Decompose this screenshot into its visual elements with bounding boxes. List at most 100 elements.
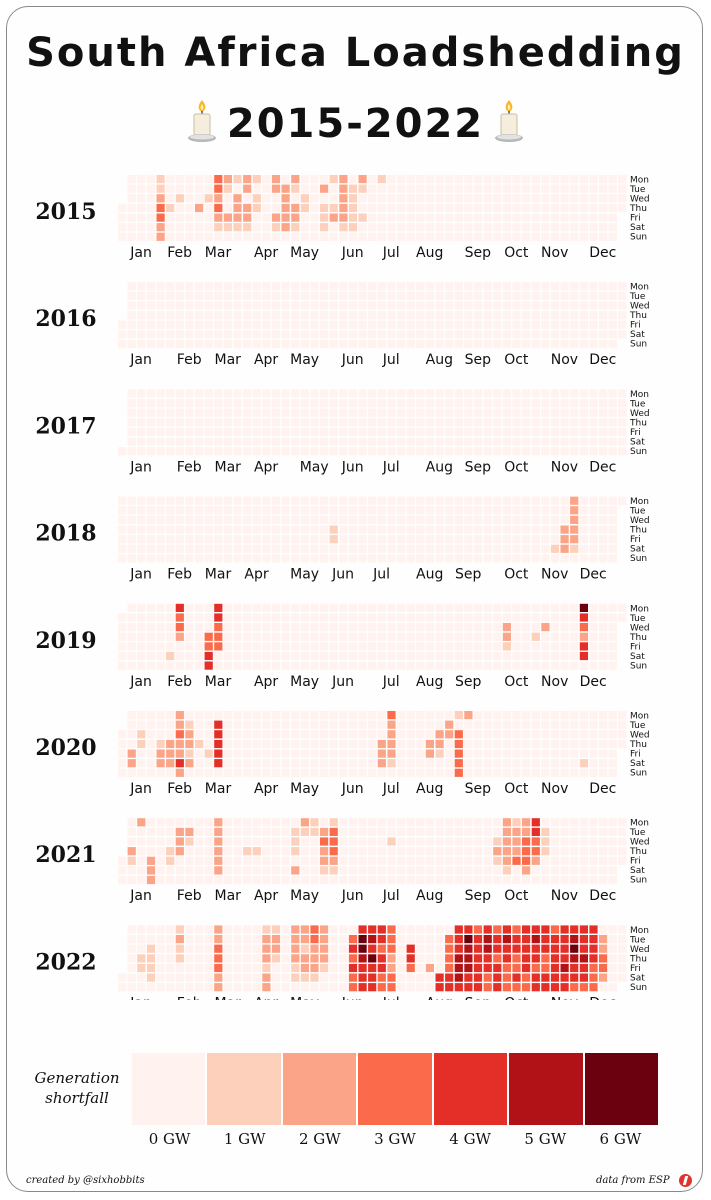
day-cell: [252, 875, 261, 885]
day-cell: [320, 739, 329, 749]
day-cell: [195, 399, 204, 408]
day-cell: [214, 935, 223, 944]
day-cell: [281, 818, 290, 827]
day-cell: [271, 935, 281, 944]
day-cell: [243, 818, 252, 827]
day-cell: [570, 983, 579, 992]
day-cell: [137, 632, 146, 641]
day-cell: [445, 496, 454, 505]
month-label: Mar: [205, 781, 232, 797]
day-cell: [137, 963, 146, 973]
day-cell: [291, 623, 300, 632]
day-cell: [146, 613, 156, 622]
day-cell: [464, 711, 473, 720]
day-cell: [502, 554, 511, 563]
weekday-label: Tue: [629, 721, 646, 731]
day-cell: [435, 399, 444, 408]
day-cell: [195, 554, 204, 563]
day-cell: [550, 759, 560, 768]
day-cell: [541, 282, 550, 291]
day-cell: [252, 954, 261, 963]
month-label: Mar: [205, 245, 232, 261]
day-cell: [397, 613, 406, 622]
year-label: 2017: [35, 413, 96, 439]
day-cell: [185, 875, 194, 885]
day-cell: [512, 232, 521, 241]
day-cell: [416, 339, 425, 349]
day-cell: [281, 194, 290, 203]
day-cell: [618, 818, 627, 827]
day-cell: [579, 944, 588, 953]
day-cell: [493, 203, 502, 213]
day-cell: [156, 720, 165, 729]
day-cell: [387, 711, 396, 720]
day-cell: [185, 642, 194, 651]
day-cell: [118, 749, 127, 758]
day-cell: [560, 496, 569, 505]
day-cell: [233, 175, 242, 184]
day-cell: [425, 544, 434, 553]
day-cell: [118, 613, 127, 622]
day-cell: [454, 389, 463, 398]
day-cell: [214, 213, 223, 222]
day-cell: [223, 399, 232, 408]
day-cell: [127, 623, 136, 632]
day-cell: [454, 408, 463, 417]
day-cell: [397, 623, 406, 632]
day-cell: [387, 973, 396, 982]
day-cell: [358, 184, 367, 193]
day-cell: [329, 282, 338, 291]
day-cell: [599, 506, 608, 515]
day-cell: [204, 603, 213, 612]
day-cell: [579, 339, 588, 349]
day-cell: [137, 827, 146, 836]
day-cell: [348, 427, 358, 437]
month-label: May: [290, 674, 319, 690]
day-cell: [608, 515, 617, 524]
day-cell: [310, 184, 319, 193]
day-cell: [339, 642, 348, 651]
day-cell: [204, 447, 213, 456]
day-cell: [223, 642, 232, 651]
day-cell: [175, 973, 184, 982]
day-cell: [233, 768, 242, 777]
day-cell: [368, 749, 377, 758]
day-cell: [406, 963, 415, 973]
day-cell: [368, 720, 377, 729]
day-cell: [291, 330, 300, 339]
day-cell: [454, 642, 463, 651]
day-cell: [185, 194, 194, 203]
day-cell: [329, 232, 338, 241]
day-cell: [118, 739, 127, 749]
day-cell: [589, 603, 598, 612]
day-cell: [281, 311, 290, 320]
day-cell: [243, 535, 252, 544]
day-cell: [310, 847, 319, 856]
day-cell: [397, 282, 406, 291]
day-cell: [291, 175, 300, 184]
day-cell: [204, 613, 213, 622]
day-cell: [271, 320, 281, 329]
day-cell: [291, 399, 300, 408]
day-cell: [512, 339, 521, 349]
day-cell: [118, 213, 127, 222]
day-cell: [483, 613, 492, 622]
day-cell: [445, 320, 454, 329]
day-cell: [175, 875, 184, 885]
day-cell: [223, 184, 232, 193]
day-cell: [204, 535, 213, 544]
day-cell: [271, 963, 281, 973]
day-cell: [608, 311, 617, 320]
day-cell: [425, 983, 434, 992]
day-cell: [387, 661, 396, 670]
day-cell: [329, 944, 338, 953]
day-cell: [406, 954, 415, 963]
day-cell: [541, 613, 550, 622]
month-label: Sep: [465, 781, 492, 797]
weekday-label: Sun: [630, 340, 647, 350]
day-cell: [262, 730, 271, 739]
day-cell: [550, 749, 560, 758]
day-cell: [243, 506, 252, 515]
day-cell: [406, 447, 415, 456]
day-cell: [271, 827, 281, 836]
